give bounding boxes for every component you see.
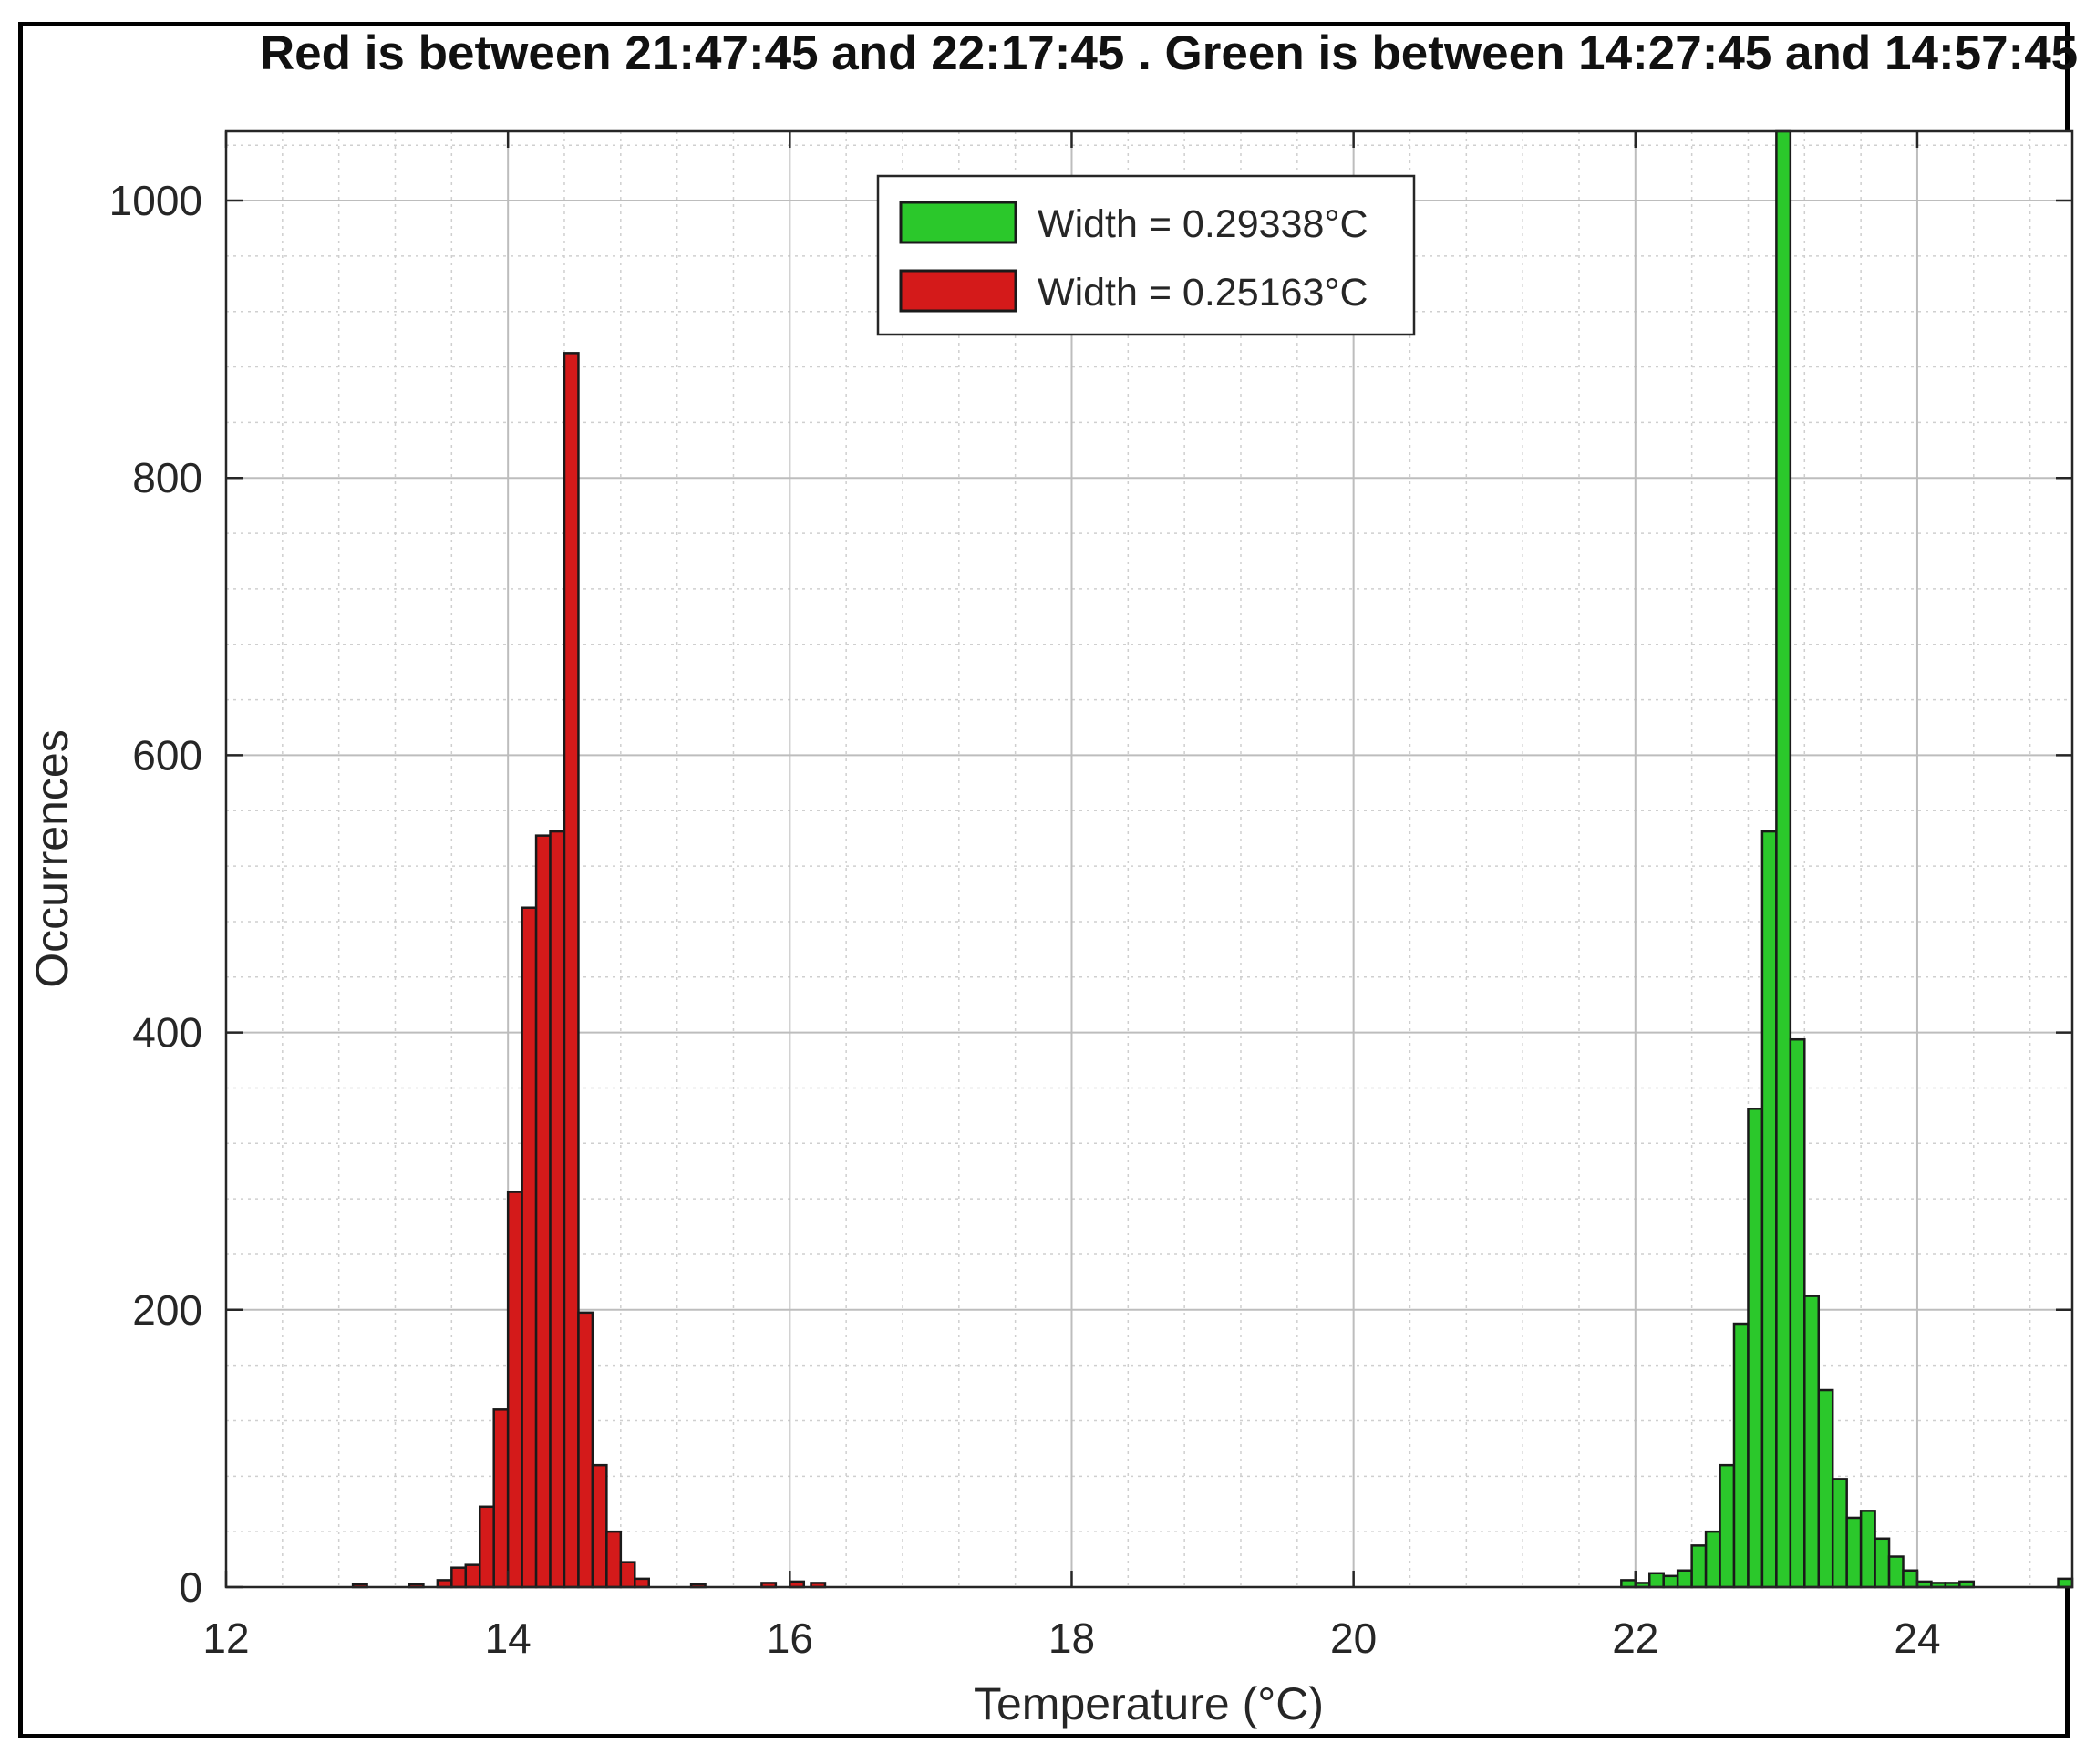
y-tick-label: 800	[132, 454, 202, 501]
x-tick-label: 14	[485, 1614, 532, 1662]
histogram-bar	[1874, 1537, 1891, 1589]
histogram-bar	[1887, 1555, 1905, 1589]
histogram-bar	[1902, 1569, 1919, 1589]
y-tick-label: 1000	[109, 177, 202, 224]
histogram-bar	[1789, 1037, 1806, 1589]
x-axis-tick-labels: 12 14 16 18 20 22 24	[202, 1614, 1940, 1662]
histogram-bar	[1732, 1322, 1750, 1589]
x-axis-label: Temperature (°C)	[974, 1678, 1324, 1729]
histogram-bar	[549, 830, 566, 1589]
histogram-bar	[1676, 1569, 1693, 1589]
x-tick-label: 22	[1612, 1614, 1658, 1662]
histogram-bar	[563, 352, 580, 1589]
y-tick-label: 200	[132, 1286, 202, 1334]
legend-swatch-red	[899, 269, 1017, 313]
histogram-bar	[1845, 1516, 1863, 1589]
histogram-bar	[1831, 1478, 1848, 1589]
histogram-bar	[506, 1191, 523, 1589]
histogram-bar	[605, 1530, 623, 1589]
series-red	[351, 352, 827, 1589]
histogram-bar	[492, 1408, 510, 1589]
histogram-bar	[577, 1311, 594, 1589]
y-tick-label: 600	[132, 731, 202, 779]
legend-entry-red: Width = 0.25163°C	[1038, 271, 1368, 315]
x-tick-label: 24	[1894, 1614, 1940, 1662]
histogram-bar	[619, 1561, 636, 1589]
histogram-bars	[351, 129, 2074, 1589]
histogram-bar	[1690, 1544, 1708, 1589]
y-axis-tick-labels: 0 200 400 600 800 1000	[109, 177, 202, 1611]
axis-ticks	[224, 131, 2072, 1589]
histogram-bar	[1747, 1108, 1764, 1589]
legend-swatch-green	[899, 201, 1017, 244]
histogram-bar	[464, 1563, 481, 1589]
histogram-bar	[1719, 1463, 1736, 1589]
histogram-bar	[1662, 1574, 1679, 1589]
histogram-bar	[2057, 1577, 2074, 1589]
histogram-bar	[1859, 1510, 1876, 1589]
y-tick-label: 0	[179, 1563, 202, 1611]
chart-title: Red is between 21:47:45 and 22:17:45 . G…	[260, 26, 2078, 80]
histogram-bar	[450, 1566, 468, 1589]
histogram-bar	[1817, 1388, 1834, 1589]
plot-area-border	[224, 129, 2074, 1589]
x-tick-label: 20	[1330, 1614, 1377, 1662]
histogram-bar	[534, 834, 552, 1589]
x-tick-label: 18	[1048, 1614, 1095, 1662]
legend-entry-green: Width = 0.29338°C	[1038, 202, 1368, 246]
histogram-bar	[591, 1463, 608, 1589]
x-tick-label: 16	[767, 1614, 813, 1662]
histogram-bar	[478, 1505, 495, 1589]
histogram-bar	[521, 906, 538, 1589]
histogram-bar	[1760, 830, 1778, 1589]
histogram-bar	[1704, 1530, 1721, 1589]
histogram-bar	[1803, 1295, 1821, 1589]
histogram-bar	[634, 1577, 650, 1589]
histogram-bar	[1648, 1572, 1665, 1589]
y-axis-label: Occurrences	[26, 729, 77, 987]
y-tick-label: 400	[132, 1009, 202, 1057]
x-tick-label: 12	[202, 1614, 249, 1662]
histogram-bar	[1775, 129, 1792, 1589]
legend: Width = 0.29338°C Width = 0.25163°C	[876, 174, 1416, 336]
